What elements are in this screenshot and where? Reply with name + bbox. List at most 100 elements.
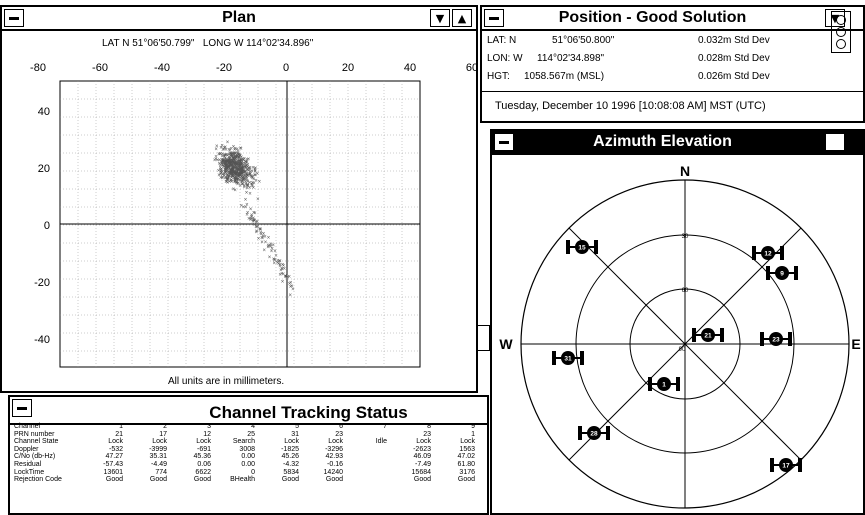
scatter-point: × xyxy=(235,161,239,167)
scatter-point: × xyxy=(233,152,237,158)
scatter-point: × xyxy=(221,176,225,182)
scatter-point: × xyxy=(248,173,252,179)
plan-title: Plan xyxy=(222,9,256,26)
scatter-point: × xyxy=(235,167,239,173)
scatter-point: × xyxy=(262,232,266,238)
satellite-marker[interactable]: 1 xyxy=(648,377,680,391)
scatter-point: × xyxy=(276,259,280,265)
scatter-point: × xyxy=(228,170,232,176)
position-titlebar[interactable]: Position - Good Solution ▼ xyxy=(482,7,863,31)
satellite-marker[interactable]: 31 xyxy=(552,351,584,365)
scatter-point: × xyxy=(221,154,225,160)
plan-maximize-button[interactable]: ▲ xyxy=(452,9,472,27)
scatter-point: × xyxy=(242,205,246,211)
scatter-point: × xyxy=(284,274,288,280)
scatter-point: × xyxy=(243,177,247,183)
scatter-point: × xyxy=(231,171,235,177)
scatter-point: × xyxy=(245,168,249,174)
satellite-marker[interactable]: 9 xyxy=(766,266,798,280)
position-system-menu-button[interactable] xyxy=(484,9,504,27)
scatter-point: × xyxy=(250,174,254,180)
satellite-marker[interactable]: 28 xyxy=(578,426,610,440)
scatter-point: × xyxy=(231,174,235,180)
solar-panel-icon xyxy=(648,377,652,391)
scatter-point: × xyxy=(224,163,228,169)
scatter-point: × xyxy=(245,163,249,169)
satellite-marker[interactable]: 21 xyxy=(692,328,724,342)
plan-system-menu-button[interactable] xyxy=(4,9,24,27)
scatter-point: × xyxy=(252,177,256,183)
scatter-point: × xyxy=(238,160,242,166)
scatter-point: × xyxy=(229,162,233,168)
solar-panel-icon xyxy=(798,458,802,472)
y-tick-label: 20 xyxy=(38,163,50,175)
scatter-point: × xyxy=(224,168,228,174)
solar-panel-icon xyxy=(552,351,556,365)
scatter-point: × xyxy=(236,162,240,168)
scatter-point: × xyxy=(214,147,218,153)
solar-panel-icon xyxy=(580,351,584,365)
tracking-system-menu-button[interactable] xyxy=(12,399,32,417)
table-cell: 3008 xyxy=(239,445,255,453)
satellite-marker[interactable]: 15 xyxy=(566,240,598,254)
scatter-point: × xyxy=(239,163,243,169)
scatter-point: × xyxy=(237,172,241,178)
tracking-titlebar[interactable]: Channel Tracking Status xyxy=(10,397,487,425)
scatter-point: × xyxy=(235,178,239,184)
scatter-point: × xyxy=(232,156,236,162)
scatter-point: × xyxy=(235,168,239,174)
channel-tracking-window: Channel Tracking Status Channel 1 2 3 4 5 6 7 8 9… xyxy=(8,395,489,515)
skyplot: N E W 30 60 90 15 12 9 21 23 31 1 28 17 xyxy=(499,163,861,509)
scatter-point: × xyxy=(244,205,248,211)
scatter-point: × xyxy=(245,213,249,219)
scatter-point: × xyxy=(238,164,242,170)
satellite-marker[interactable]: 12 xyxy=(752,246,784,260)
scatter-point: × xyxy=(238,165,242,171)
scatter-point: × xyxy=(273,258,277,264)
scatter-point: × xyxy=(219,175,223,181)
plan-titlebar[interactable]: Plan ▼ ▲ xyxy=(2,7,476,31)
y-tick-label: -40 xyxy=(34,334,50,346)
scatter-point: × xyxy=(232,170,236,176)
scatter-point: × xyxy=(256,225,260,231)
satellite-marker[interactable]: 23 xyxy=(760,332,792,346)
scatter-point: × xyxy=(232,174,236,180)
azel-system-menu-button[interactable] xyxy=(494,133,514,151)
scatter-point: × xyxy=(226,140,230,146)
satellite-marker[interactable]: 17 xyxy=(770,458,802,472)
scatter-point: × xyxy=(278,259,282,265)
plan-minimize-button[interactable]: ▼ xyxy=(430,9,450,27)
scatter-point: × xyxy=(239,171,243,177)
azel-minimize-button[interactable]: ▼ xyxy=(825,133,845,151)
scatter-point: × xyxy=(237,158,241,164)
scatter-point: × xyxy=(242,169,246,175)
scatter-point: × xyxy=(233,162,237,168)
scatter-point: × xyxy=(229,178,233,184)
scatter-point: × xyxy=(226,153,230,159)
scatter-point: × xyxy=(242,170,246,176)
azel-titlebar[interactable]: Azimuth Elevation ▼ xyxy=(492,131,863,155)
scatter-point: × xyxy=(227,159,231,165)
satellite-icon xyxy=(779,458,793,472)
scatter-point: × xyxy=(229,153,233,159)
scatter-point: × xyxy=(225,164,229,170)
table-cell: Good xyxy=(413,476,431,484)
scatter-point: × xyxy=(225,158,229,164)
scatter-point: × xyxy=(232,160,236,166)
tracking-table: Channel 1 2 3 4 5 6 7 8 9 PRN number 21 17 12 25 31 23 23… xyxy=(14,423,478,484)
status-indicator xyxy=(831,11,851,53)
scatter-point: × xyxy=(244,164,248,170)
table-cell xyxy=(346,461,390,469)
scatter-point: × xyxy=(245,160,249,166)
scatter-point: × xyxy=(228,180,232,186)
scatter-point: × xyxy=(260,240,264,246)
scatter-point: × xyxy=(260,235,264,241)
scatter-point: × xyxy=(232,161,236,167)
scatter-point: × xyxy=(234,164,238,170)
row-label: Residual xyxy=(14,460,42,468)
scatter-point: × xyxy=(274,253,278,259)
scatter-point: × xyxy=(223,169,227,175)
satellite-icon xyxy=(587,426,601,440)
scatter-point: × xyxy=(280,267,284,273)
